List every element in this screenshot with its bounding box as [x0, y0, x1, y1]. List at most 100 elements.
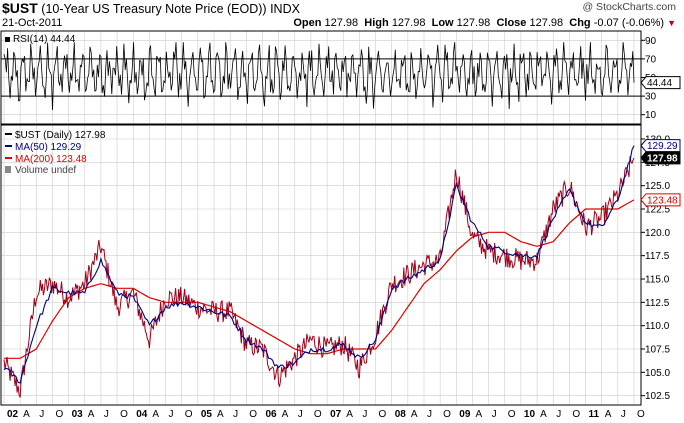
x-tick-label: O [314, 409, 322, 420]
price-tick-label: 105.0 [645, 368, 670, 379]
rsi-legend-text: RSI(14) 44.44 [13, 34, 76, 45]
chg-value: -0.07 (-0.06%) [593, 17, 665, 29]
x-tick-label: 05 [201, 409, 213, 420]
x-tick-label: J [362, 409, 367, 420]
x-tick-label: A [475, 409, 482, 420]
x-tick-label: O [185, 409, 193, 420]
x-tick-label: O [55, 409, 63, 420]
ma50-legend-text: MA(50) 129.29 [15, 142, 82, 153]
open-label: Open [293, 17, 322, 29]
low-value: 127.98 [456, 17, 491, 29]
price-legend: $UST (Daily) 127.98 MA(50) 129.29 MA(200… [5, 130, 106, 176]
price-panel-frame [0, 124, 642, 406]
svg-text:127.98: 127.98 [647, 153, 678, 164]
x-tick-label: A [152, 409, 159, 420]
x-axis: 02 A J O 03 A J O 04 A J O 05 A J O 06 A J O 07 A J O 08 A J O 09 A J O… [7, 409, 645, 420]
svg-text:129.29: 129.29 [647, 141, 678, 152]
x-tick-label: J [298, 409, 303, 420]
x-tick-label: O [508, 409, 516, 420]
volume-legend-text: Volume undef [15, 165, 76, 176]
rsi-legend: RSI(14) 44.44 [5, 34, 76, 45]
x-tick-label: 02 [7, 409, 19, 420]
price-last-tag: 127.98 [640, 151, 681, 164]
x-tick-label: O [443, 409, 451, 420]
ma200-last-tag: 123.48 [640, 193, 681, 206]
x-tick-label: O [572, 409, 580, 420]
x-tick-label: 07 [330, 409, 342, 420]
down-arrow-icon: ▼ [667, 18, 676, 28]
close-value: 127.98 [529, 17, 564, 29]
rsi-tick-label: 70 [645, 54, 657, 65]
x-tick-label: A [282, 409, 289, 420]
price-tick-label: 112.5 [645, 298, 670, 309]
x-tick-label: J [39, 409, 44, 420]
price-tick-label: 110.0 [645, 321, 670, 332]
x-tick-label: 10 [524, 409, 536, 420]
x-tick-label: 08 [395, 409, 407, 420]
copyright-link[interactable]: @ StockCharts.com [582, 1, 676, 13]
x-tick-label: O [637, 409, 645, 420]
rsi-tick-label: 90 [645, 36, 657, 47]
price-tick-label: 120.0 [645, 228, 670, 239]
x-tick-label: 03 [72, 409, 84, 420]
x-tick-label: O [249, 409, 257, 420]
price-tick-label: 107.5 [645, 345, 670, 356]
x-tick-label: O [120, 409, 128, 420]
x-tick-label: A [605, 409, 612, 420]
x-tick-label: A [217, 409, 224, 420]
ma50-line [3, 145, 635, 384]
high-value: 127.98 [391, 17, 426, 29]
low-label: Low [431, 17, 454, 29]
rsi-line [3, 42, 635, 111]
x-tick-label: A [540, 409, 547, 420]
chart-title: $UST (10-Year US Treasury Note Price (EO… [2, 0, 300, 16]
x-tick-label: A [88, 409, 95, 420]
rsi-tick-label: 10 [645, 110, 657, 121]
price-tick-label: 102.5 [645, 391, 670, 402]
x-tick-label: J [169, 409, 174, 420]
svg-text:123.48: 123.48 [647, 195, 678, 206]
rsi-grid [1, 31, 641, 124]
x-tick-label: 09 [459, 409, 471, 420]
x-tick-label: J [492, 409, 497, 420]
x-tick-label: A [23, 409, 30, 420]
rsi-last-tag: 44.44 [640, 76, 681, 90]
price-tick-label: 115.0 [645, 275, 670, 286]
x-tick-label: A [346, 409, 353, 420]
svg-text:44.44: 44.44 [647, 78, 672, 89]
price-tick-label: 125.0 [645, 181, 670, 192]
high-label: High [364, 17, 389, 29]
price-line [3, 156, 635, 398]
price-grid [1, 125, 641, 405]
x-tick-label: 04 [136, 409, 148, 420]
x-tick-label: J [233, 409, 238, 420]
rsi-axis: 103050709044.44 [640, 36, 681, 121]
x-tick-label: O [379, 409, 387, 420]
close-label: Close [496, 17, 527, 29]
rsi-tick-label: 30 [645, 92, 657, 103]
x-tick-label: 06 [265, 409, 277, 420]
x-tick-label: 11 [589, 409, 600, 420]
price-axis: 102.5 105.0 107.5 110.0 112.5 115.0 117.5 120.0… [641, 135, 670, 402]
open-value: 127.98 [324, 17, 359, 29]
price-tick-label: 117.5 [645, 251, 670, 262]
quote-summary: Open 127.98 High 127.98 Low 127.98 Close… [293, 17, 676, 29]
chart-date: 21-Oct-2011 [2, 17, 63, 29]
x-tick-label: J [104, 409, 109, 420]
volume-legend-swatch [5, 166, 11, 173]
x-tick-label: J [556, 409, 561, 420]
x-tick-label: J [621, 409, 626, 420]
ma200-legend-text: MA(200) 123.48 [15, 154, 87, 165]
ticker-symbol: $UST [2, 0, 38, 16]
x-tick-label: A [411, 409, 418, 420]
price-tick-label: 122.5 [645, 205, 670, 216]
price-legend-text: $UST (Daily) 127.98 [15, 130, 106, 141]
chg-label: Chg [569, 17, 591, 29]
exchange-label: INDX [270, 2, 300, 16]
ma50-last-tag: 129.29 [640, 139, 681, 153]
x-tick-label: J [427, 409, 432, 420]
rsi-legend-swatch [5, 37, 10, 42]
chart-title-text: (10-Year US Treasury Note Price (EOD)) [41, 2, 267, 16]
